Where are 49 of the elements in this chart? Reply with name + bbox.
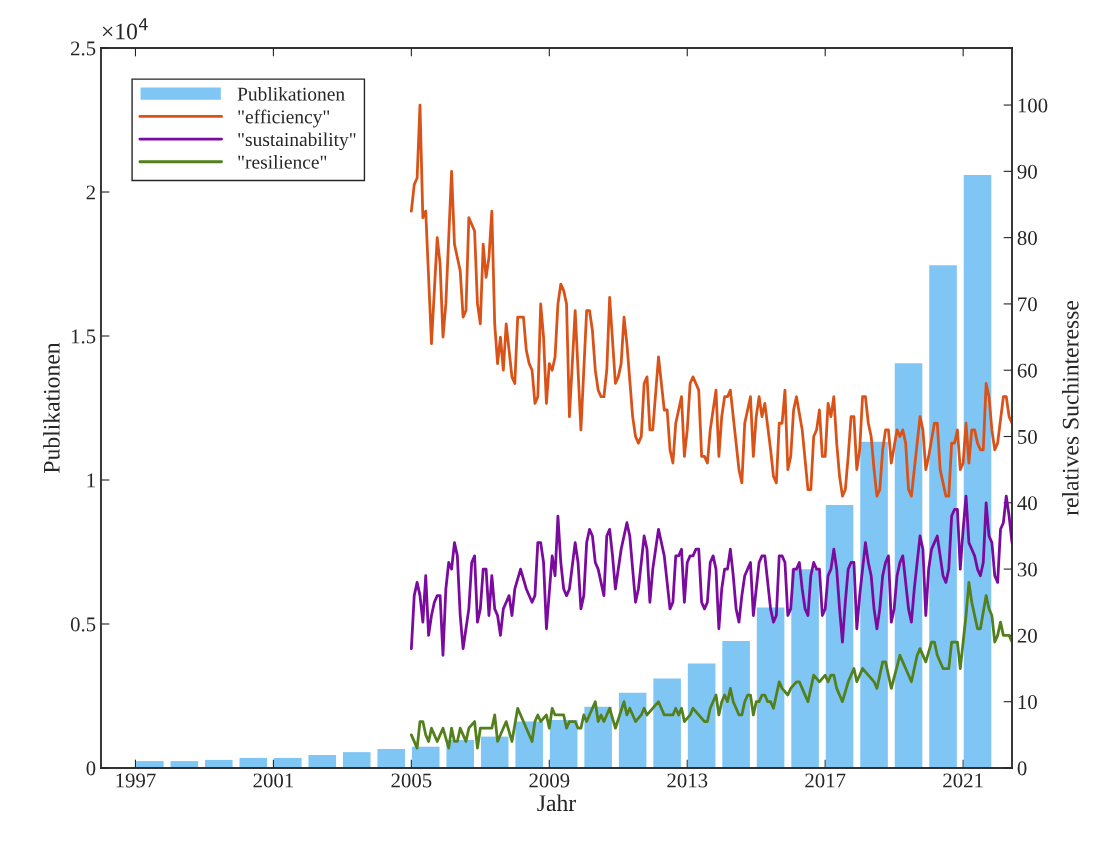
y2-tick-label: 0 — [1017, 761, 1027, 776]
x-tick-label: 2009 — [529, 773, 570, 788]
bar — [929, 265, 957, 768]
y-tick-label: 0.5 — [70, 617, 96, 632]
y2-tick-label: 30 — [1017, 562, 1037, 577]
x-tick-label: 2013 — [667, 773, 708, 788]
bar — [308, 755, 337, 768]
bar — [480, 736, 509, 768]
bar — [273, 757, 302, 768]
bar — [411, 746, 440, 768]
y2-axis-title: relatives Suchinteresse — [1062, 300, 1079, 516]
y-tick-label: 2.5 — [70, 41, 96, 56]
bar — [342, 752, 371, 768]
y-tick-label: 1.5 — [71, 329, 96, 344]
y-axis-title: Publikationen — [43, 342, 60, 473]
line-series — [409, 580, 1012, 750]
legend-label: Publikationen — [237, 87, 345, 101]
y2-tick-label: 40 — [1017, 496, 1037, 511]
y-tick-label: 2 — [86, 185, 95, 200]
y-tick-label: 0 — [86, 761, 96, 776]
y2-tick-label: 50 — [1018, 429, 1037, 444]
bar — [446, 740, 475, 768]
legend-label: "resilience" — [238, 155, 327, 169]
bar — [653, 678, 681, 768]
y2-tick-label: 100 — [1018, 98, 1048, 113]
bar — [791, 569, 819, 768]
y2-tick-label: 80 — [1017, 231, 1037, 246]
text: ×10$^{4}$ — [102, 18, 148, 40]
line-series — [409, 494, 1012, 657]
bar — [722, 640, 750, 768]
y2-tick-label: 70 — [1018, 297, 1037, 312]
line-series — [409, 103, 1012, 498]
bar — [239, 757, 268, 768]
legend-label: "sustainability" — [238, 132, 356, 151]
x-tick-label: 2005 — [391, 773, 432, 788]
y2-tick-label: 60 — [1017, 363, 1037, 378]
y-tick-label: 1 — [87, 473, 95, 488]
bar — [377, 748, 406, 768]
y2-tick-label: 90 — [1017, 164, 1037, 179]
x-tick-label: 2021 — [943, 773, 983, 788]
bar — [756, 607, 785, 768]
y2-tick-label: 10 — [1018, 695, 1037, 710]
legend-label: "efficiency" — [238, 109, 330, 128]
x-tick-label: 2001 — [253, 773, 293, 788]
x-tick-label: 1997 — [116, 773, 156, 788]
bar — [687, 663, 716, 768]
y2-tick-label: 20 — [1017, 628, 1037, 643]
x-axis-title: Jahr — [537, 794, 576, 812]
x-tick-label: 2017 — [805, 773, 846, 788]
